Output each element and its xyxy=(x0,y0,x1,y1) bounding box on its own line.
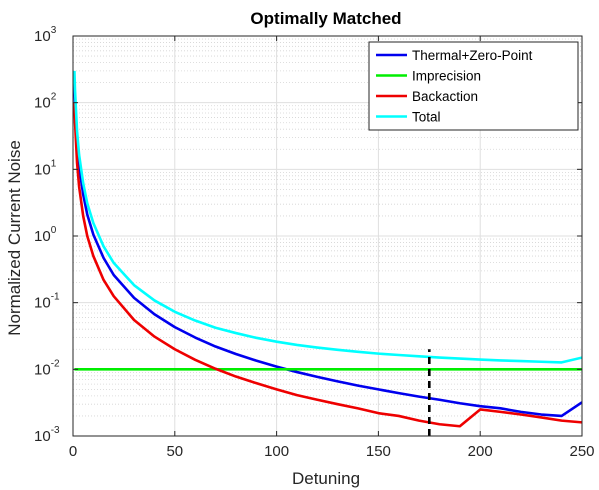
x-axis-label: Detuning xyxy=(292,469,360,488)
plot-area: 0 50 100 150 200 250 10-3 10-2 10-1 100 101 102 103 T… xyxy=(34,25,595,460)
legend-label-thermal-zero-point: Thermal+Zero-Point xyxy=(412,48,533,63)
y-tick-label: 102 xyxy=(34,92,57,112)
chart-title: Optimally Matched xyxy=(250,9,401,28)
series-line-total xyxy=(73,70,582,364)
y-tick-label: 103 xyxy=(34,25,57,45)
y-tick-label: 10-2 xyxy=(34,358,60,378)
y-tick-label: 101 xyxy=(34,158,57,178)
legend-label-imprecision: Imprecision xyxy=(412,69,481,84)
x-tick-label: 250 xyxy=(569,443,594,460)
legend-label-backaction: Backaction xyxy=(412,89,478,104)
series-line-backaction xyxy=(73,102,582,428)
x-tick-label: 50 xyxy=(166,443,183,460)
y-tick-label: 10-1 xyxy=(34,292,60,312)
x-tick-label: 0 xyxy=(69,443,77,460)
legend: Thermal+Zero-Point Imprecision Backaction T… xyxy=(368,41,579,131)
y-axis-label: Normalized Current Noise xyxy=(5,140,24,336)
x-tick-label: 200 xyxy=(468,443,493,460)
y-tick-label: 10-3 xyxy=(34,425,60,445)
x-tick-label: 100 xyxy=(264,443,289,460)
x-tick-label: 150 xyxy=(366,443,391,460)
legend-label-total: Total xyxy=(412,110,441,125)
y-tick-label: 100 xyxy=(34,225,57,245)
series-line-thermal-zero-point xyxy=(73,82,582,418)
